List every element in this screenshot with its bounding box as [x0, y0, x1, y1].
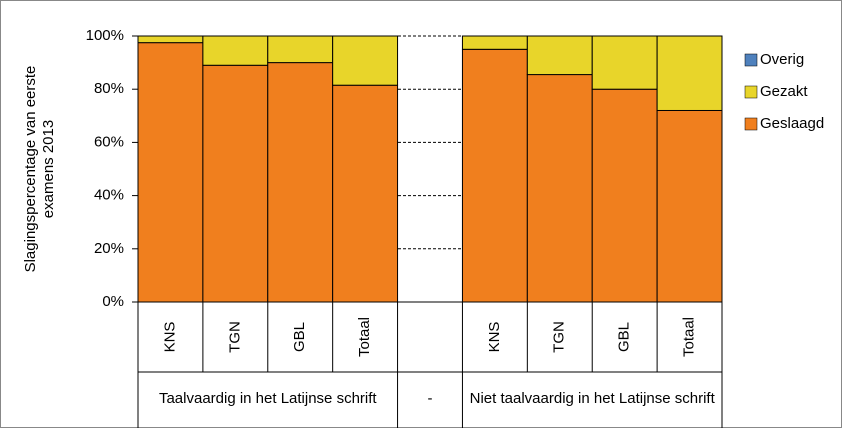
bar-segment — [332, 84, 399, 303]
group-label: Taalvaardig in het Latijnse schrift — [158, 390, 377, 407]
y-tick-label: 0% — [102, 293, 124, 310]
bar-segment — [202, 35, 269, 66]
x-tick-label: Totaal — [356, 317, 373, 357]
legend-label: Geslaagd — [760, 115, 824, 132]
x-tick-label: GBL — [291, 322, 308, 352]
legend-swatch — [744, 53, 758, 67]
bar-segment — [591, 35, 658, 90]
bar-segment — [656, 109, 723, 303]
y-tick-label: 20% — [94, 240, 124, 257]
x-tick-label: TGN — [226, 321, 243, 353]
bar-segment — [461, 35, 528, 50]
x-tick-label: Totaal — [681, 317, 698, 357]
y-axis-label-line: Slagingspercentage van eerste — [22, 66, 39, 273]
bar-segment — [137, 42, 204, 303]
x-tick-label: TGN — [551, 321, 568, 353]
bar-segment — [591, 88, 658, 303]
legend-swatch — [744, 117, 758, 131]
x-tick-label: KNS — [486, 322, 503, 353]
bar-segment — [267, 35, 334, 64]
group-label: - — [427, 390, 433, 407]
bar-segment — [202, 64, 269, 303]
group-label: Niet taalvaardig in het Latijnse schrift — [469, 390, 715, 407]
y-axis-label-line: examens 2013 — [40, 120, 57, 218]
bar-segment — [332, 35, 399, 86]
legend-label: Gezakt — [760, 83, 808, 100]
bar-segment — [656, 35, 723, 111]
bar-segment — [526, 35, 593, 76]
x-tick-label: GBL — [616, 322, 633, 352]
bar-segment — [137, 35, 204, 44]
bar-segment — [267, 62, 334, 303]
y-tick-label: 80% — [94, 80, 124, 97]
y-tick-label: 40% — [94, 187, 124, 204]
bar-segment — [461, 48, 528, 303]
y-axis-label: Slagingspercentage van eersteexamens 201… — [22, 66, 57, 273]
x-tick-label: KNS — [161, 322, 178, 353]
y-tick-label: 60% — [94, 133, 124, 150]
legend-swatch — [744, 85, 758, 99]
legend-label: Overig — [760, 51, 804, 68]
y-tick-label: 100% — [86, 27, 124, 44]
bar-segment — [526, 74, 593, 303]
